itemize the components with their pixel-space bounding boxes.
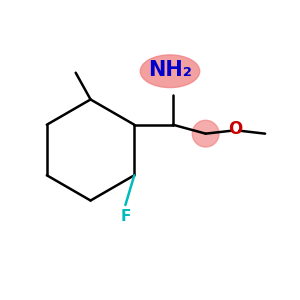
Text: O: O [228,120,242,138]
Ellipse shape [140,55,200,88]
Circle shape [192,120,219,147]
Text: NH₂: NH₂ [148,60,192,80]
Text: F: F [120,209,130,224]
